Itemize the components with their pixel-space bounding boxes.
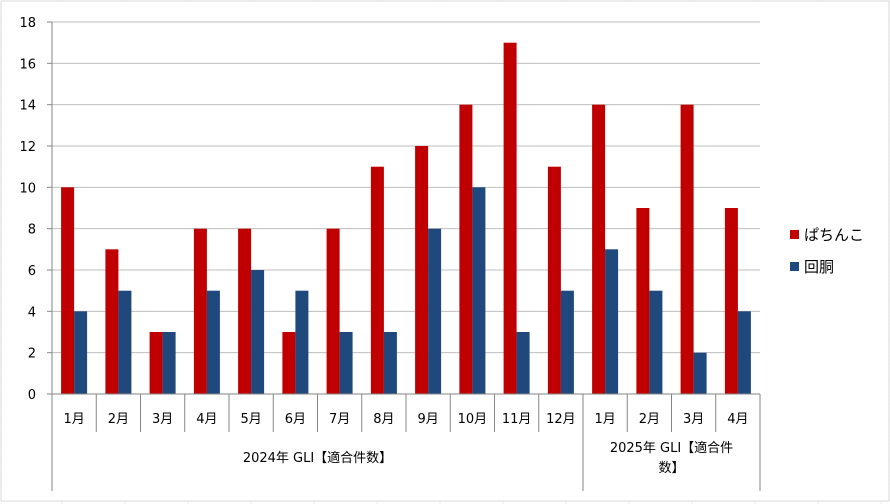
bar-kaido-3 xyxy=(162,332,176,394)
category-label: 1月 xyxy=(63,412,84,427)
bar-kaido-8 xyxy=(383,332,397,394)
category-label: 11月 xyxy=(502,412,532,427)
legend-swatch xyxy=(790,230,799,239)
category-label: 6月 xyxy=(285,412,306,427)
bar-kaido-4 xyxy=(206,290,220,394)
x-axis-group-labels: 2024年 GLI【適合件数】 2025年 GLI【適合件数】 xyxy=(51,432,761,491)
bar-kaido-16 xyxy=(737,311,751,394)
bar-pachinko-1 xyxy=(61,187,75,394)
category-label: 2月 xyxy=(639,412,660,427)
bar-kaido-2 xyxy=(118,290,132,394)
bar-pachinko-4 xyxy=(193,228,207,394)
bar-pachinko-13 xyxy=(592,104,606,394)
bar-pachinko-8 xyxy=(370,166,384,394)
bar-pachinko-12 xyxy=(547,166,561,394)
y-tick-label: 2 xyxy=(28,347,36,362)
bar-pachinko-16 xyxy=(724,208,738,394)
bar-pachinko-9 xyxy=(415,146,429,394)
category-label: 12月 xyxy=(546,412,576,427)
bar-kaido-14 xyxy=(649,290,663,394)
bar-kaido-7 xyxy=(339,332,353,394)
bar-pachinko-5 xyxy=(238,228,252,394)
bar-kaido-11 xyxy=(516,332,530,394)
y-tick-label: 12 xyxy=(19,140,36,155)
group-label: 2024年 GLI【適合件数】 xyxy=(243,450,392,466)
bar-kaido-15 xyxy=(693,352,707,394)
bar-pachinko-10 xyxy=(459,104,473,394)
category-label: 9月 xyxy=(417,412,438,427)
y-tick-label: 0 xyxy=(28,388,36,403)
y-tick-label: 8 xyxy=(28,223,36,238)
category-label: 10月 xyxy=(458,412,488,427)
legend-label: 回胴 xyxy=(804,258,834,276)
category-label: 3月 xyxy=(683,412,704,427)
category-label: 4月 xyxy=(727,412,748,427)
bar-pachinko-15 xyxy=(680,104,694,394)
bar-kaido-13 xyxy=(605,249,619,394)
bar-pachinko-11 xyxy=(503,42,517,394)
y-tick-label: 18 xyxy=(19,16,36,31)
x-axis-category-labels: 1月 2月 3月 4月 5月 6月 7月 8月 9月 10月 11月 12月 1月 2月 3月 4月 xyxy=(51,394,761,432)
bar-pachinko-2 xyxy=(105,249,119,394)
y-tick-label: 14 xyxy=(19,99,36,114)
bar-kaido-6 xyxy=(295,290,309,394)
y-tick-label: 16 xyxy=(19,57,36,72)
y-tick-label: 6 xyxy=(28,264,36,279)
legend-label: ぱちんこ xyxy=(804,226,864,244)
bar-pachinko-14 xyxy=(636,208,650,394)
category-label: 4月 xyxy=(196,412,217,427)
y-tick-label: 10 xyxy=(19,181,36,196)
y-axis-tick-labels: 0 2 4 6 8 10 12 14 16 18 xyxy=(19,16,52,403)
category-label: 2月 xyxy=(108,412,129,427)
bar-kaido-9 xyxy=(428,228,442,394)
group-label: 2025年 GLI【適合件 xyxy=(610,440,733,456)
bar-pachinko-6 xyxy=(282,332,296,394)
legend-swatch xyxy=(790,262,799,271)
category-label: 7月 xyxy=(329,412,350,427)
category-label: 8月 xyxy=(373,412,394,427)
bar-kaido-1 xyxy=(74,311,88,394)
bar-kaido-10 xyxy=(472,187,486,394)
category-label: 3月 xyxy=(152,412,173,427)
bars xyxy=(61,42,751,394)
category-label: 5月 xyxy=(240,412,261,427)
bar-pachinko-7 xyxy=(326,228,340,394)
bar-pachinko-3 xyxy=(149,332,163,394)
category-label: 1月 xyxy=(594,412,615,427)
bar-kaido-12 xyxy=(560,290,574,394)
bar-kaido-5 xyxy=(251,270,265,394)
group-label: 数】 xyxy=(658,461,684,476)
y-tick-label: 4 xyxy=(28,305,36,320)
